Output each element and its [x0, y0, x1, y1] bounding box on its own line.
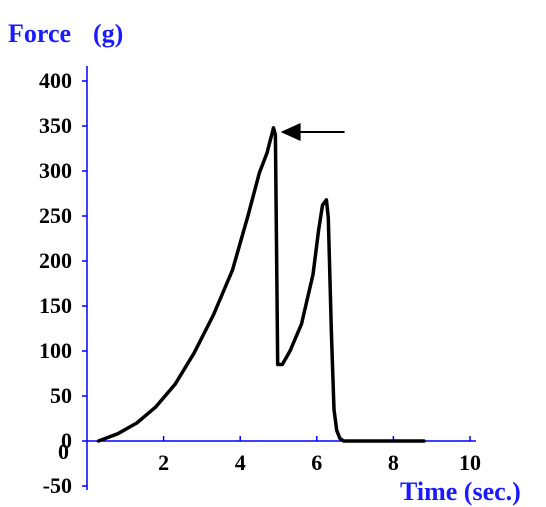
x-axis-label: Time (sec.) — [400, 477, 521, 506]
x-tick-label: 4 — [235, 450, 246, 475]
y-axis-label-unit: (g) — [93, 19, 123, 48]
force-curve — [96, 126, 426, 443]
x-tick-label: 2 — [158, 450, 169, 475]
y-tick-label: 50 — [50, 383, 72, 408]
annotations-group — [280, 123, 345, 141]
y-tick-label: 200 — [39, 248, 72, 273]
y-tick-label: 250 — [39, 203, 72, 228]
y-tick-label: 100 — [39, 338, 72, 363]
y-tick-label: 0 — [61, 428, 72, 453]
arrow-head-icon — [280, 123, 301, 141]
y-tick-label: 300 — [39, 158, 72, 183]
x-ticks-group: 0 2 4 6 8 10 — [58, 436, 481, 475]
y-axis-label-force: Force — [8, 19, 71, 48]
x-tick-label: 10 — [459, 450, 481, 475]
x-tick-label: 6 — [311, 450, 322, 475]
x-tick-label: 0 — [58, 439, 69, 464]
y-tick-label: -50 — [43, 473, 72, 498]
y-ticks-group: 400 350 300 250 200 150 100 50 0 -50 — [39, 68, 87, 498]
y-tick-label: 350 — [39, 113, 72, 138]
y-tick-label: 150 — [39, 293, 72, 318]
x-tick-label: 8 — [388, 450, 399, 475]
y-tick-label: 400 — [39, 68, 72, 93]
